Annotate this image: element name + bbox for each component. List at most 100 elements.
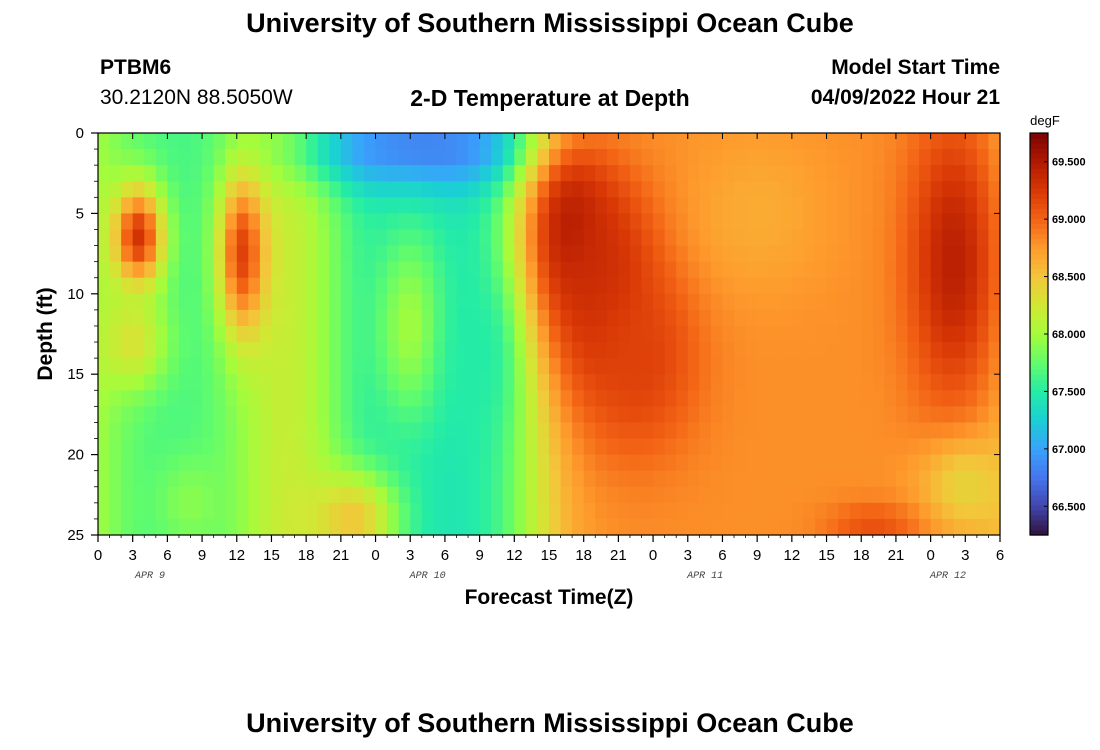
heatmap-cell [930,406,943,424]
heatmap-cell [456,502,469,520]
heatmap-cell [225,229,238,247]
heatmap-cell [884,309,897,327]
heatmap-cell [306,181,319,198]
heatmap-cell [757,133,770,150]
heatmap-cell [213,470,226,488]
colorbar-segment [1030,188,1048,194]
heatmap-cell [942,149,955,166]
heatmap-cell [248,422,261,440]
heatmap-cell [768,358,781,375]
heatmap-cell [421,181,434,198]
heatmap-cell [514,149,527,166]
y-tick-label: 0 [76,125,84,142]
heatmap-cell [572,325,585,343]
heatmap-cell [468,165,481,182]
heatmap-cell [710,261,724,279]
heatmap-cell [606,518,619,536]
heatmap-cell [965,293,978,311]
heatmap-cell [768,293,781,311]
heatmap-cell [190,325,203,343]
heatmap-cell [826,438,839,456]
heatmap-cell [375,149,388,166]
heatmap-cell [444,438,458,456]
heatmap-cell [479,133,492,150]
heatmap-cell [572,486,585,504]
heatmap-cell [699,390,712,407]
heatmap-cell [618,149,631,166]
heatmap-cell [676,325,689,343]
heatmap-cell [306,342,319,359]
heatmap-cell [676,422,689,440]
colorbar-segment [1030,243,1048,250]
heatmap-cell [514,470,527,488]
heatmap-cell [283,277,296,295]
heatmap-cell [271,518,284,536]
heatmap-cell [838,261,851,279]
heatmap-cell [780,390,793,407]
heatmap-cell [121,470,134,488]
heatmap-cell [606,422,619,440]
heatmap-cell [468,213,481,231]
heatmap-cell [757,309,770,327]
heatmap-cell [641,438,654,456]
heatmap-cell [271,390,284,407]
heatmap-cell [283,181,296,198]
heatmap-cell [710,181,724,198]
heatmap-cell [907,245,920,263]
colorbar-segment [1030,173,1048,179]
heatmap-cell [190,406,203,424]
heatmap-cell [410,470,423,488]
heatmap-cell [861,277,874,295]
heatmap-cell [884,374,897,391]
heatmap-cell [814,406,828,424]
heatmap-cell [514,342,527,359]
heatmap-cell [213,486,226,504]
heatmap-cell [155,149,168,166]
heatmap-cell [491,502,504,520]
heatmap-cell [757,293,770,311]
heatmap-cell [271,358,284,375]
heatmap-cell [699,213,712,231]
heatmap-cell [826,454,839,472]
heatmap-cell [826,213,839,231]
heatmap-cell [803,229,816,247]
x-tick-label: 6 [163,547,171,564]
heatmap-cell [387,213,400,231]
heatmap-cell [930,181,943,198]
heatmap-cell [699,358,712,375]
heatmap-cell [387,470,400,488]
heatmap-cell [722,277,735,295]
x-tick-label: 3 [406,547,414,564]
heatmap-cell [375,229,388,247]
heatmap-cell [525,325,539,343]
x-tick-label: 6 [441,547,449,564]
heatmap-cell [780,261,793,279]
heatmap-cell [745,358,758,375]
heatmap-cell [132,358,145,375]
heatmap-cell [283,438,296,456]
heatmap-cell [641,406,654,424]
heatmap-cell [988,486,1001,504]
heatmap-cell [352,293,365,311]
heatmap-cell [98,470,111,488]
heatmap-cell [560,229,573,247]
x-tick-label: 15 [541,547,558,564]
heatmap-cell [629,358,643,375]
heatmap-cell [329,342,342,359]
heatmap-cell [283,518,296,536]
heatmap-cell [606,390,619,407]
heatmap-cell [213,325,226,343]
heatmap-cell [560,213,573,231]
heatmap-cell [387,197,400,214]
heatmap-cell [849,438,862,456]
heatmap-cell [502,470,515,488]
heatmap-cell [340,406,354,424]
heatmap-cell [861,358,874,375]
heatmap-cell [814,293,828,311]
heatmap-cell [641,181,654,198]
colorbar-segment [1030,288,1048,295]
heatmap-cell [398,149,411,166]
heatmap-cell [433,229,446,247]
heatmap-cell [895,149,909,166]
